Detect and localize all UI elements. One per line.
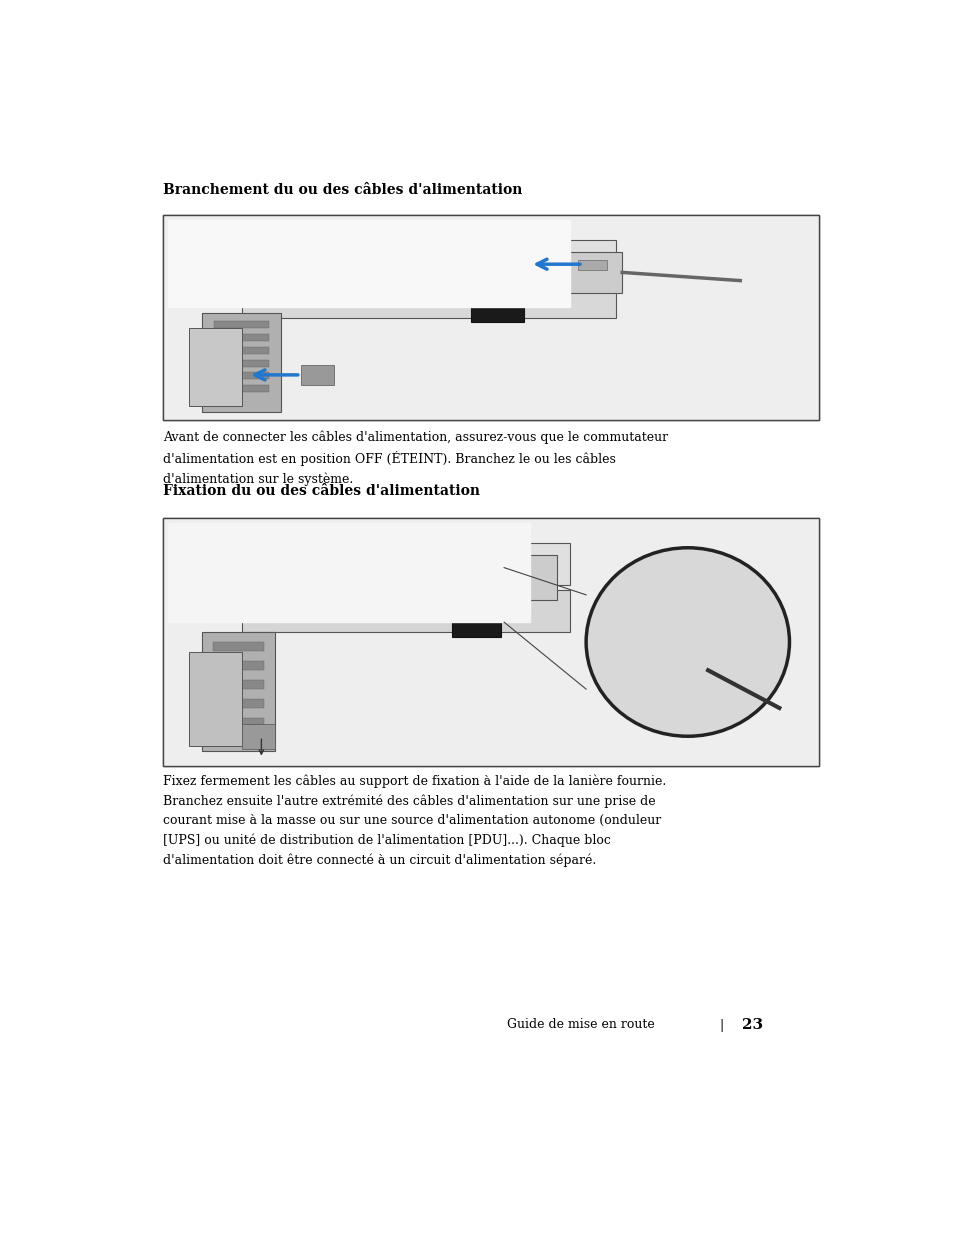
Bar: [202, 632, 274, 751]
Text: 23: 23: [741, 1018, 762, 1032]
Bar: [382, 287, 400, 298]
Bar: [254, 543, 569, 585]
Bar: [163, 517, 818, 766]
Bar: [241, 724, 274, 748]
Bar: [163, 215, 818, 420]
Bar: [399, 550, 418, 562]
Bar: [189, 327, 241, 405]
Bar: [538, 261, 567, 270]
Bar: [641, 599, 722, 651]
Bar: [453, 243, 489, 256]
Bar: [386, 597, 405, 609]
Bar: [356, 287, 375, 298]
Bar: [370, 245, 388, 256]
Bar: [503, 556, 556, 600]
Bar: [213, 385, 269, 393]
Bar: [189, 652, 241, 746]
Bar: [483, 284, 519, 298]
Bar: [213, 718, 263, 727]
Bar: [395, 245, 414, 256]
Bar: [213, 679, 263, 689]
Bar: [420, 245, 438, 256]
Polygon shape: [168, 522, 530, 622]
Bar: [361, 597, 380, 609]
Text: Branchement du ou des câbles d'alimentation: Branchement du ou des câbles d'alimentat…: [163, 183, 522, 198]
Bar: [213, 347, 269, 353]
Bar: [163, 215, 818, 420]
Bar: [213, 661, 263, 671]
Bar: [241, 590, 569, 632]
Text: Avant de connecter les câbles d'alimentation, assurez-vous que le commutateur
d': Avant de connecter les câbles d'alimenta…: [163, 430, 667, 485]
Bar: [439, 284, 476, 298]
Bar: [407, 287, 425, 298]
Bar: [213, 333, 269, 341]
Bar: [213, 321, 269, 329]
Bar: [451, 537, 500, 637]
Bar: [471, 236, 523, 321]
Text: Fixation du ou des câbles d'alimentation: Fixation du ou des câbles d'alimentation: [163, 484, 479, 498]
Bar: [213, 642, 263, 651]
Bar: [497, 243, 532, 256]
Bar: [578, 261, 607, 270]
Bar: [163, 517, 818, 766]
Bar: [213, 373, 269, 379]
Bar: [375, 550, 393, 562]
Bar: [202, 314, 281, 411]
Text: Fixez fermement les câbles au support de fixation à l'aide de la lanière fournie: Fixez fermement les câbles au support de…: [163, 776, 665, 867]
Bar: [300, 364, 334, 385]
Polygon shape: [168, 220, 569, 308]
Text: Guide de mise en route: Guide de mise en route: [507, 1019, 655, 1031]
Ellipse shape: [585, 548, 789, 736]
Text: |: |: [720, 1019, 723, 1031]
Bar: [335, 597, 355, 609]
Bar: [213, 699, 263, 708]
Bar: [254, 240, 615, 277]
Bar: [241, 280, 615, 317]
Bar: [213, 359, 269, 367]
Bar: [349, 550, 368, 562]
Bar: [523, 252, 621, 293]
Bar: [667, 647, 707, 679]
